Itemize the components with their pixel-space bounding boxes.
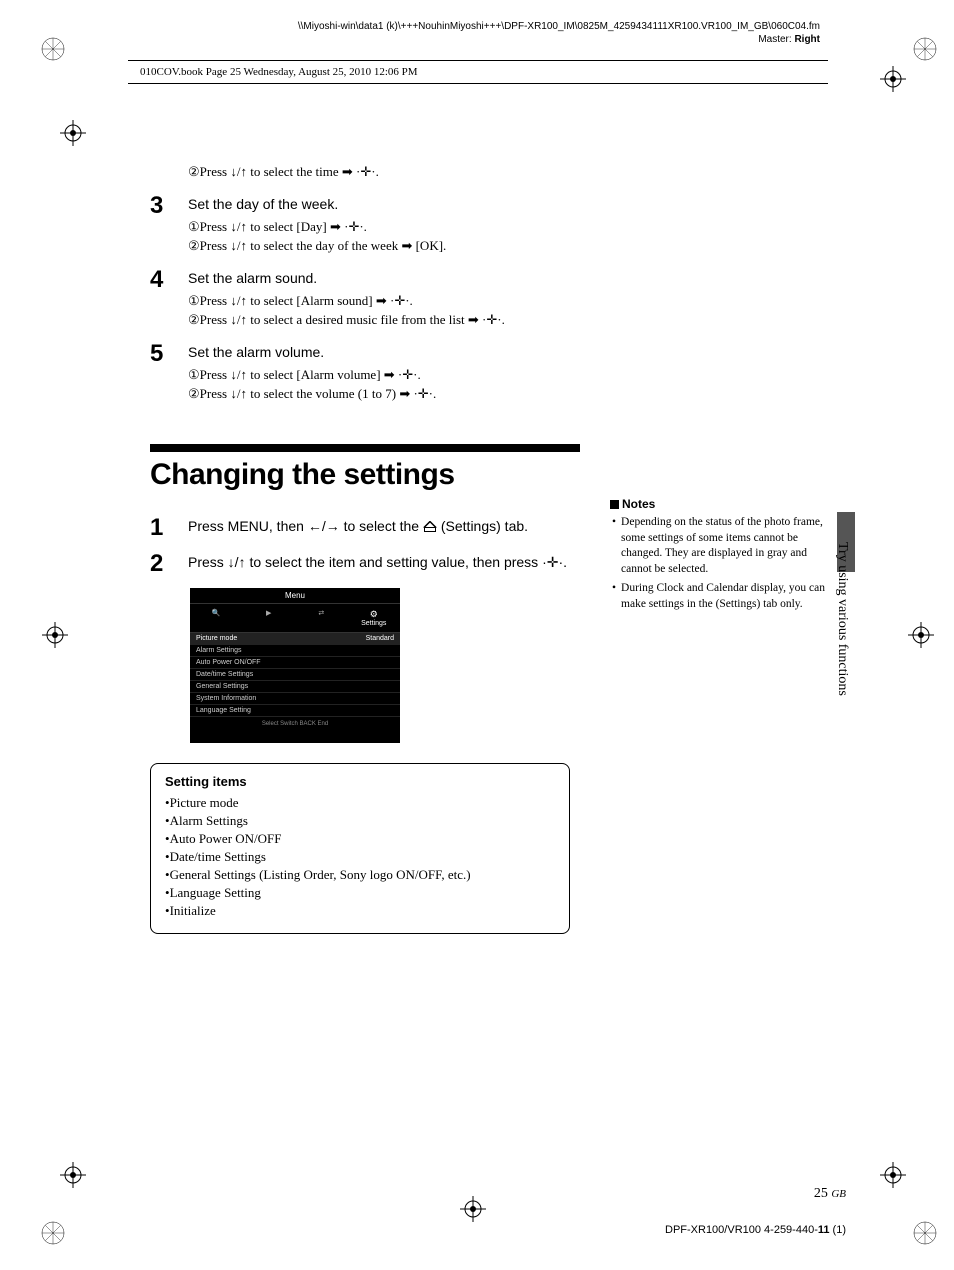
step-continuation: ②Press ↓/↑ to select the time ➡ ·✛·. — [150, 162, 580, 182]
menu-row: System Information — [190, 693, 400, 705]
step-title: Set the alarm sound. — [188, 268, 505, 289]
page-region: GB — [831, 1188, 846, 1200]
footer-code: DPF-XR100/VR100 4-259-440-11 (1) — [665, 1224, 846, 1236]
section-side-label: Try using various functions — [834, 542, 850, 696]
callout-item: Picture mode — [165, 795, 555, 811]
reg-mark-icon — [40, 36, 66, 62]
change-step-1: 1 Press MENU, then ←/→ to select the (Se… — [150, 516, 580, 540]
master-label: Master: — [758, 34, 791, 45]
menu-row: Language Setting — [190, 705, 400, 717]
notes-item: Depending on the status of the photo fra… — [612, 515, 840, 577]
master-value: Right — [794, 34, 820, 45]
crosshair-icon — [908, 622, 934, 648]
reg-mark-icon — [40, 1220, 66, 1246]
step-line: ①Press ↓/↑ to select [Alarm sound] ➡ ·✛·… — [188, 291, 505, 311]
menu-screenshot: Menu 🔍 ▶ ⇄ ⚙ Settings Picture mode Stand… — [190, 588, 400, 743]
callout-item: Auto Power ON/OFF — [165, 831, 555, 847]
step-number — [150, 162, 170, 182]
header-path: \\Miyoshi-win\data1 (k)\+++NouhinMiyoshi… — [220, 20, 820, 46]
page-number: 25 GB — [814, 1186, 846, 1202]
callout-item: Alarm Settings — [165, 813, 555, 829]
step-text: Press MENU, then ←/→ to select the (Sett… — [188, 516, 528, 538]
menu-tabs: 🔍 ▶ ⇄ ⚙ Settings — [190, 604, 400, 633]
step-number: 3 — [150, 194, 170, 256]
menu-tab: ⇄ — [295, 604, 348, 632]
book-info-text: 010COV.book Page 25 Wednesday, August 25… — [140, 66, 418, 78]
step-line: ①Press ↓/↑ to select [Day] ➡ ·✛·. — [188, 217, 446, 237]
crosshair-icon — [460, 1196, 486, 1222]
reg-mark-icon — [912, 1220, 938, 1246]
step-4: 4 Set the alarm sound. ①Press ↓/↑ to sel… — [150, 268, 580, 330]
step-number: 4 — [150, 268, 170, 330]
menu-tab-settings: ⚙ Settings — [348, 604, 401, 632]
page-content: ②Press ↓/↑ to select the time ➡ ·✛·. 3 S… — [150, 162, 850, 934]
section-rule — [150, 444, 580, 452]
file-path: \\Miyoshi-win\data1 (k)\+++NouhinMiyoshi… — [298, 21, 820, 32]
step-line: ②Press ↓/↑ to select the time ➡ ·✛·. — [188, 162, 379, 182]
step-title: Set the alarm volume. — [188, 342, 436, 363]
menu-title: Menu — [190, 588, 400, 604]
step-text-pre: Press MENU, then ←/→ to select the — [188, 518, 423, 534]
menu-row: Auto Power ON/OFF — [190, 657, 400, 669]
menu-row: Alarm Settings — [190, 645, 400, 657]
step-line: ①Press ↓/↑ to select [Alarm volume] ➡ ·✛… — [188, 365, 436, 385]
crosshair-icon — [60, 1162, 86, 1188]
section-title: Changing the settings — [150, 458, 580, 492]
main-column: ②Press ↓/↑ to select the time ➡ ·✛·. 3 S… — [150, 162, 580, 934]
crosshair-icon — [60, 120, 86, 146]
step-line: ②Press ↓/↑ to select a desired music fil… — [188, 310, 505, 330]
step-number: 1 — [150, 516, 170, 540]
callout-list: Picture mode Alarm Settings Auto Power O… — [165, 795, 555, 919]
step-number: 5 — [150, 342, 170, 404]
callout-item: Date/time Settings — [165, 849, 555, 865]
step-line: ②Press ↓/↑ to select the day of the week… — [188, 236, 446, 256]
crosshair-icon — [880, 1162, 906, 1188]
notes-item: During Clock and Calendar display, you c… — [612, 581, 840, 612]
change-step-2: 2 Press ↓/↑ to select the item and setti… — [150, 552, 580, 576]
book-info-line: 010COV.book Page 25 Wednesday, August 25… — [128, 60, 828, 84]
step-5: 5 Set the alarm volume. ①Press ↓/↑ to se… — [150, 342, 580, 404]
notes-heading: Notes — [610, 497, 840, 511]
step-text: Press ↓/↑ to select the item and setting… — [188, 552, 567, 574]
settings-icon — [423, 521, 437, 532]
crosshair-icon — [42, 622, 68, 648]
callout-item: General Settings (Listing Order, Sony lo… — [165, 867, 555, 883]
step-number: 2 — [150, 552, 170, 576]
step-text-pre: Press ↓/↑ to select the item and setting… — [188, 554, 567, 570]
menu-row: Picture mode Standard — [190, 633, 400, 645]
menu-footer: Select Switch BACK End — [190, 717, 400, 743]
step-title: Set the day of the week. — [188, 194, 446, 215]
reg-mark-icon — [912, 36, 938, 62]
menu-row: Date/time Settings — [190, 669, 400, 681]
setting-items-box: Setting items Picture mode Alarm Setting… — [150, 763, 570, 934]
callout-item: Initialize — [165, 903, 555, 919]
notes-list: Depending on the status of the photo fra… — [610, 515, 840, 612]
menu-tab: 🔍 — [190, 604, 243, 632]
menu-row: General Settings — [190, 681, 400, 693]
step-3: 3 Set the day of the week. ①Press ↓/↑ to… — [150, 194, 580, 256]
callout-heading: Setting items — [165, 774, 555, 789]
step-text-post: (Settings) tab. — [441, 518, 528, 534]
menu-tab: ▶ — [243, 604, 296, 632]
crosshair-icon — [880, 66, 906, 92]
callout-item: Language Setting — [165, 885, 555, 901]
step-line: ②Press ↓/↑ to select the volume (1 to 7)… — [188, 384, 436, 404]
notes-column: Notes Depending on the status of the pho… — [610, 497, 840, 616]
